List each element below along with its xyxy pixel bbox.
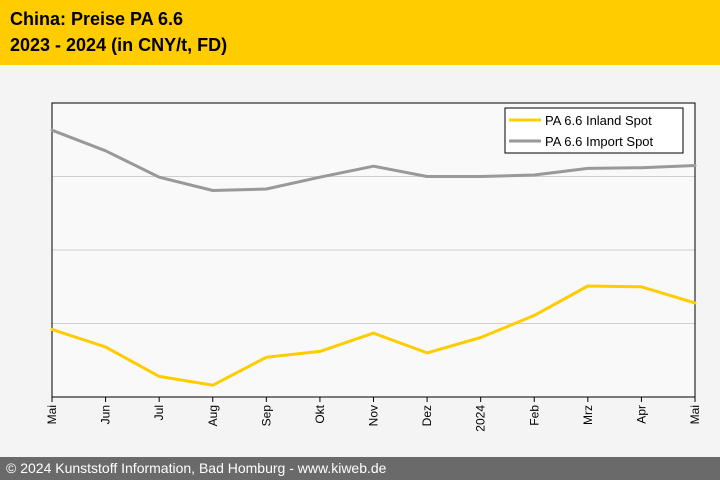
x-tick-label: Apr xyxy=(634,405,648,424)
x-tick-label: Okt xyxy=(313,404,327,423)
legend-label-inland: PA 6.6 Inland Spot xyxy=(545,113,652,128)
x-tick-label: Nov xyxy=(367,405,381,426)
x-tick-label: Feb xyxy=(527,405,541,426)
x-tick-label: Jun xyxy=(99,405,113,424)
x-tick-label: Dez xyxy=(420,405,434,426)
x-tick-label: Sep xyxy=(259,405,273,427)
x-tick-label: Mai xyxy=(688,405,702,424)
footer-bar: © 2024 Kunststoff Information, Bad Hombu… xyxy=(0,457,720,480)
x-tick-label: Aug xyxy=(206,405,220,426)
x-tick-label: 2024 xyxy=(474,405,488,432)
chart-title-line1: China: Preise PA 6.6 xyxy=(10,9,184,29)
x-tick-label: Mai xyxy=(45,405,59,424)
chart-title-line2: 2023 - 2024 (in CNY/t, FD) xyxy=(10,35,228,55)
series-line-inland xyxy=(50,284,697,387)
legend-box xyxy=(504,107,684,154)
header-bar: China: Preise PA 6.6 2023 - 2024 (in CNY… xyxy=(0,0,720,65)
x-tick-label: Mrz xyxy=(581,405,595,425)
series-line-import xyxy=(50,128,697,192)
x-tick-label: Jul xyxy=(152,405,166,420)
copyright-text: © 2024 Kunststoff Information, Bad Hombu… xyxy=(6,460,387,476)
legend-label-import: PA 6.6 Import Spot xyxy=(545,134,654,149)
line-chart: Mai Jun Jul Aug Sep Okt Nov Dez 2024 Feb Mrz Apr Mai… xyxy=(45,102,702,432)
